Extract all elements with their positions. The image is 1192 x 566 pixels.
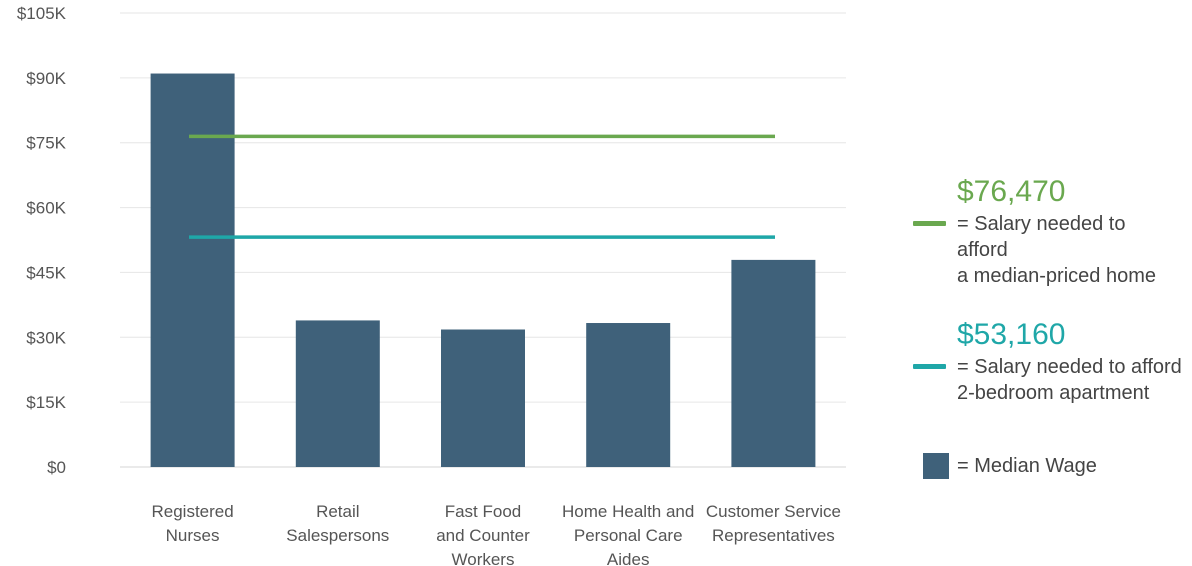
- legend-apartment-salary-text-2: 2-bedroom apartment: [957, 382, 1150, 404]
- legend-apartment-salary-value: $53,160: [957, 318, 1066, 351]
- bars: [150, 73, 816, 468]
- reference-lines: [189, 134, 775, 239]
- y-tick-label: $0: [47, 458, 66, 477]
- bar: [586, 323, 671, 467]
- x-tick-label: Representatives: [712, 526, 835, 545]
- legend-home-salary-value: $76,470: [957, 175, 1066, 208]
- bar: [731, 259, 816, 467]
- legend-home-salary-text-3: a median-priced home: [957, 265, 1156, 287]
- bar: [150, 73, 235, 468]
- x-tick-label: Fast Food: [445, 502, 522, 521]
- y-tick-label: $15K: [26, 393, 66, 412]
- x-axis-category-labels: Registered Nurses Retail Salespersons Fast F…: [151, 502, 840, 566]
- x-tick-label: Customer Service: [706, 502, 841, 521]
- x-tick-label: Home Health and: [562, 502, 694, 521]
- legend-apartment-salary-line: [913, 364, 946, 369]
- y-tick-label: $105K: [17, 4, 67, 23]
- legend-apartment-salary-text-1: = Salary needed to afford: [957, 356, 1182, 378]
- legend-home-salary-text-1: = Salary needed to: [957, 213, 1126, 235]
- y-tick-label: $90K: [26, 69, 66, 88]
- x-tick-label: Personal Care: [574, 526, 683, 545]
- x-tick-label: Nurses: [166, 526, 220, 545]
- y-axis-tick-labels: $0 $15K $30K $45K $60K $75K $90K $105K: [17, 4, 67, 477]
- bar: [441, 329, 525, 467]
- x-tick-label: Aides: [607, 550, 650, 566]
- legend-home-salary-text-2: afford: [957, 239, 1008, 261]
- bar: [295, 320, 380, 467]
- x-tick-label: Registered: [151, 502, 233, 521]
- x-tick-label: and Counter: [436, 526, 530, 545]
- y-tick-label: $30K: [26, 328, 66, 347]
- y-tick-label: $60K: [26, 199, 66, 218]
- y-tick-label: $45K: [26, 263, 66, 282]
- x-tick-label: Workers: [452, 550, 515, 566]
- legend-median-wage-text: = Median Wage: [957, 455, 1097, 477]
- x-tick-label: Salespersons: [286, 526, 389, 545]
- x-tick-label: Retail: [316, 502, 359, 521]
- legend-median-wage-swatch: [923, 453, 949, 479]
- legend-home-salary-line: [913, 221, 946, 226]
- y-tick-label: $75K: [26, 134, 66, 153]
